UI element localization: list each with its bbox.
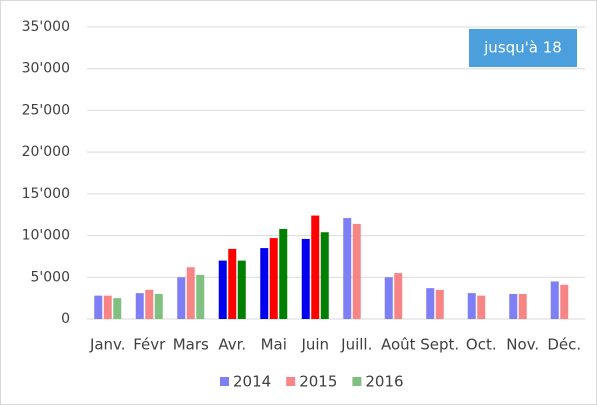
legend-label: 2016 xyxy=(365,373,403,391)
y-tick-label: 10'000 xyxy=(22,228,70,244)
bar xyxy=(384,277,393,319)
bar xyxy=(177,277,186,319)
annotation: jusqu'à 18 xyxy=(483,39,562,57)
y-tick-label: 20'000 xyxy=(22,144,70,160)
bar xyxy=(103,295,112,319)
bar xyxy=(518,293,527,319)
y-tick-label: 30'000 xyxy=(22,61,70,77)
x-tick-label: Déc. xyxy=(547,336,581,354)
x-tick-label: Févr xyxy=(133,336,166,354)
bar xyxy=(237,260,246,319)
x-tick-label: Avr. xyxy=(218,336,246,354)
x-tick-label: Mai xyxy=(261,336,287,354)
bar xyxy=(560,284,569,319)
bar xyxy=(343,218,352,319)
bar xyxy=(113,298,122,319)
bar xyxy=(426,288,435,319)
bar xyxy=(467,293,476,319)
x-tick-label: Oct. xyxy=(466,336,497,354)
bar xyxy=(145,289,154,319)
bar xyxy=(228,248,237,319)
bar xyxy=(196,274,205,319)
x-tick-label: Sept. xyxy=(420,336,459,354)
bar xyxy=(279,228,288,319)
bar xyxy=(186,267,195,319)
legend-label: 2014 xyxy=(233,373,271,391)
legend-swatch xyxy=(220,377,229,386)
legend-label: 2015 xyxy=(299,373,337,391)
y-tick-label: 35'000 xyxy=(22,19,70,35)
bar xyxy=(269,238,278,319)
bar xyxy=(477,295,486,319)
x-tick-label: Août xyxy=(381,336,416,354)
x-tick-label: Nov. xyxy=(506,336,539,354)
y-tick-label: 25'000 xyxy=(22,102,70,118)
x-tick-label: Janv. xyxy=(89,336,126,354)
bar xyxy=(320,232,329,319)
y-tick-label: 15'000 xyxy=(22,186,70,202)
x-tick-label: Juin xyxy=(300,336,329,354)
bar xyxy=(260,248,269,319)
y-tick-label: 5'000 xyxy=(31,269,70,285)
bar xyxy=(301,238,310,319)
bar xyxy=(509,293,518,319)
x-tick-label: Juill. xyxy=(340,336,372,354)
bar xyxy=(352,223,361,319)
bar xyxy=(394,273,403,319)
annotation-box xyxy=(469,29,577,67)
legend-swatch xyxy=(286,377,296,386)
bar xyxy=(311,215,320,319)
bar xyxy=(94,295,103,319)
bar xyxy=(154,293,163,319)
bar xyxy=(550,281,559,319)
legend-swatch xyxy=(352,377,362,386)
bar xyxy=(435,289,444,319)
y-tick-label: 0 xyxy=(61,311,70,327)
x-tick-label: Mars xyxy=(173,336,209,354)
bar xyxy=(218,260,227,319)
bar xyxy=(135,293,144,319)
